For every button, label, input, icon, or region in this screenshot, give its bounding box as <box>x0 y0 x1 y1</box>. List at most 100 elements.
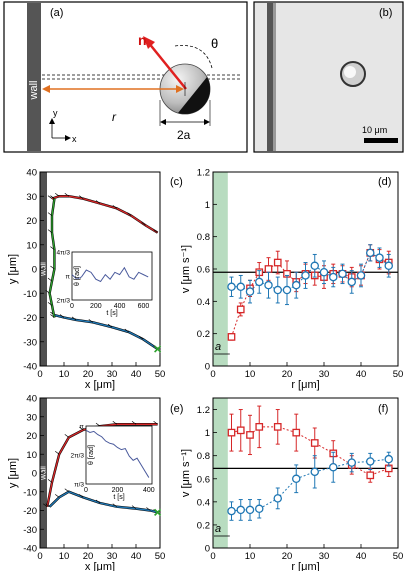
inset-x-tick-label: 400 <box>143 487 155 494</box>
data-point-square <box>255 422 264 431</box>
x-tick-label: 0 <box>37 551 42 562</box>
r-arrowhead-left <box>42 85 50 93</box>
orientation-arrow <box>131 420 137 425</box>
x-tick-label: 10 <box>245 551 256 562</box>
x-tick-label: 30 <box>107 369 118 380</box>
data-point-circle <box>328 272 338 282</box>
y-tick-label: -40 <box>23 544 37 555</box>
orientation-arrow <box>88 319 94 323</box>
trajectory-shadow <box>54 313 159 351</box>
axis-y-label: y <box>53 108 58 118</box>
y-tick-label: 1 <box>205 200 210 211</box>
orientation-arrow <box>146 507 151 511</box>
orientation-arrow <box>59 314 65 318</box>
inset-x-tick-label: 200 <box>112 487 124 494</box>
theta-label: θ <box>211 36 218 51</box>
data-point-circle <box>310 261 319 271</box>
orientation-arrow <box>78 195 84 199</box>
y-tick-label: 40 <box>26 168 37 179</box>
data-point-square <box>246 431 254 439</box>
data-point-square <box>310 439 319 447</box>
orientation-arrow <box>47 212 53 216</box>
data-point-circle <box>328 462 338 472</box>
orientation-arrow <box>107 323 113 328</box>
orientation-arrow <box>78 494 84 498</box>
y-axis-label: v [μm s⁻¹] <box>180 449 192 497</box>
x-tick-label: 50 <box>155 551 166 562</box>
orientation-arrow <box>112 420 118 425</box>
orientation-arrow <box>78 426 84 431</box>
data-point-circle <box>301 271 310 280</box>
inset-x-label: t [s] <box>106 310 117 317</box>
plot-frame <box>212 397 399 549</box>
inset-series <box>85 429 150 478</box>
data-point-square <box>264 265 273 273</box>
orientation-arrow <box>50 314 55 318</box>
orientation-arrow <box>138 336 144 340</box>
n-label: n <box>138 32 147 48</box>
orientation-arrow <box>47 195 53 199</box>
y-axis-label: y [μm] <box>7 458 19 488</box>
y-tick-label: 0 <box>205 544 210 555</box>
data-point-square <box>292 428 301 437</box>
end-marker <box>154 345 162 353</box>
r-label: r <box>112 110 117 124</box>
data-point-circle <box>310 467 319 477</box>
orientation-arrow <box>47 229 53 233</box>
inset-x-tick-label: 0 <box>70 303 74 310</box>
panel-b: (b) 10 μm <box>253 1 404 153</box>
orientation-arrow <box>45 289 50 294</box>
y-axis-label: v [μm s⁻¹] <box>180 245 192 293</box>
inset-y-tick-label: π <box>80 424 85 431</box>
inset-c: 0 200 400 600 2π/3 π 4π/3 t [s] θ [rad] <box>56 250 153 317</box>
data-point-square <box>227 428 236 437</box>
x-axis-label: r [μm] <box>291 561 319 571</box>
x-tick-label: 50 <box>155 369 166 380</box>
data-point-circle <box>282 285 292 295</box>
inset-y-tick-label: π/3 <box>74 482 84 489</box>
x-tick-label: 10 <box>59 369 70 380</box>
orientation-arrow <box>141 222 146 226</box>
data-point-circle <box>319 267 329 277</box>
wall-band <box>213 172 228 366</box>
y-tick-label: -10 <box>23 487 37 498</box>
orientation-arrow <box>95 499 101 504</box>
data-point-circle <box>264 280 273 290</box>
y-tick-label: 0 <box>205 362 210 373</box>
data-point-square <box>273 422 282 431</box>
inset-e: 0 200 400 π/3 2π/3 π t [s] θ [rad] <box>70 424 154 502</box>
orientation-arrow <box>54 494 60 498</box>
data-point-square <box>227 333 236 341</box>
micrograph-wall <box>267 3 273 151</box>
y-tick-label: -40 <box>23 362 37 373</box>
orientation-arrow <box>64 192 70 197</box>
data-point-circle <box>365 248 375 258</box>
inset-x-tick-label: 600 <box>138 303 150 310</box>
x-tick-label: 40 <box>356 551 367 562</box>
axis-x-head <box>65 135 71 141</box>
x-tick-label: 40 <box>356 369 367 380</box>
micrograph-particle-highlight <box>344 66 356 78</box>
y-tick-label: 0.2 <box>197 329 210 340</box>
x-tick-label: 20 <box>282 551 293 562</box>
orientation-arrow <box>71 316 77 321</box>
inset-x-tick-label: 200 <box>90 303 102 310</box>
x-tick-label: 10 <box>59 551 70 562</box>
inset-series <box>71 266 149 283</box>
axis-y-head <box>49 118 55 124</box>
x-tick-label: 10 <box>245 369 256 380</box>
inset-y-tick-label: 2π/3 <box>70 453 84 460</box>
data-point-circle <box>291 474 301 484</box>
x-tick-label: 0 <box>210 551 215 562</box>
y-tick-label: 0.4 <box>197 297 210 308</box>
y-tick-label: 10 <box>26 240 37 251</box>
a-label: a <box>215 341 221 353</box>
x-axis-label: x [μm] <box>85 379 115 391</box>
x-tick-label: 40 <box>131 369 142 380</box>
inset-y-label: θ [rad] <box>74 266 81 286</box>
orientation-arrow <box>64 434 70 438</box>
